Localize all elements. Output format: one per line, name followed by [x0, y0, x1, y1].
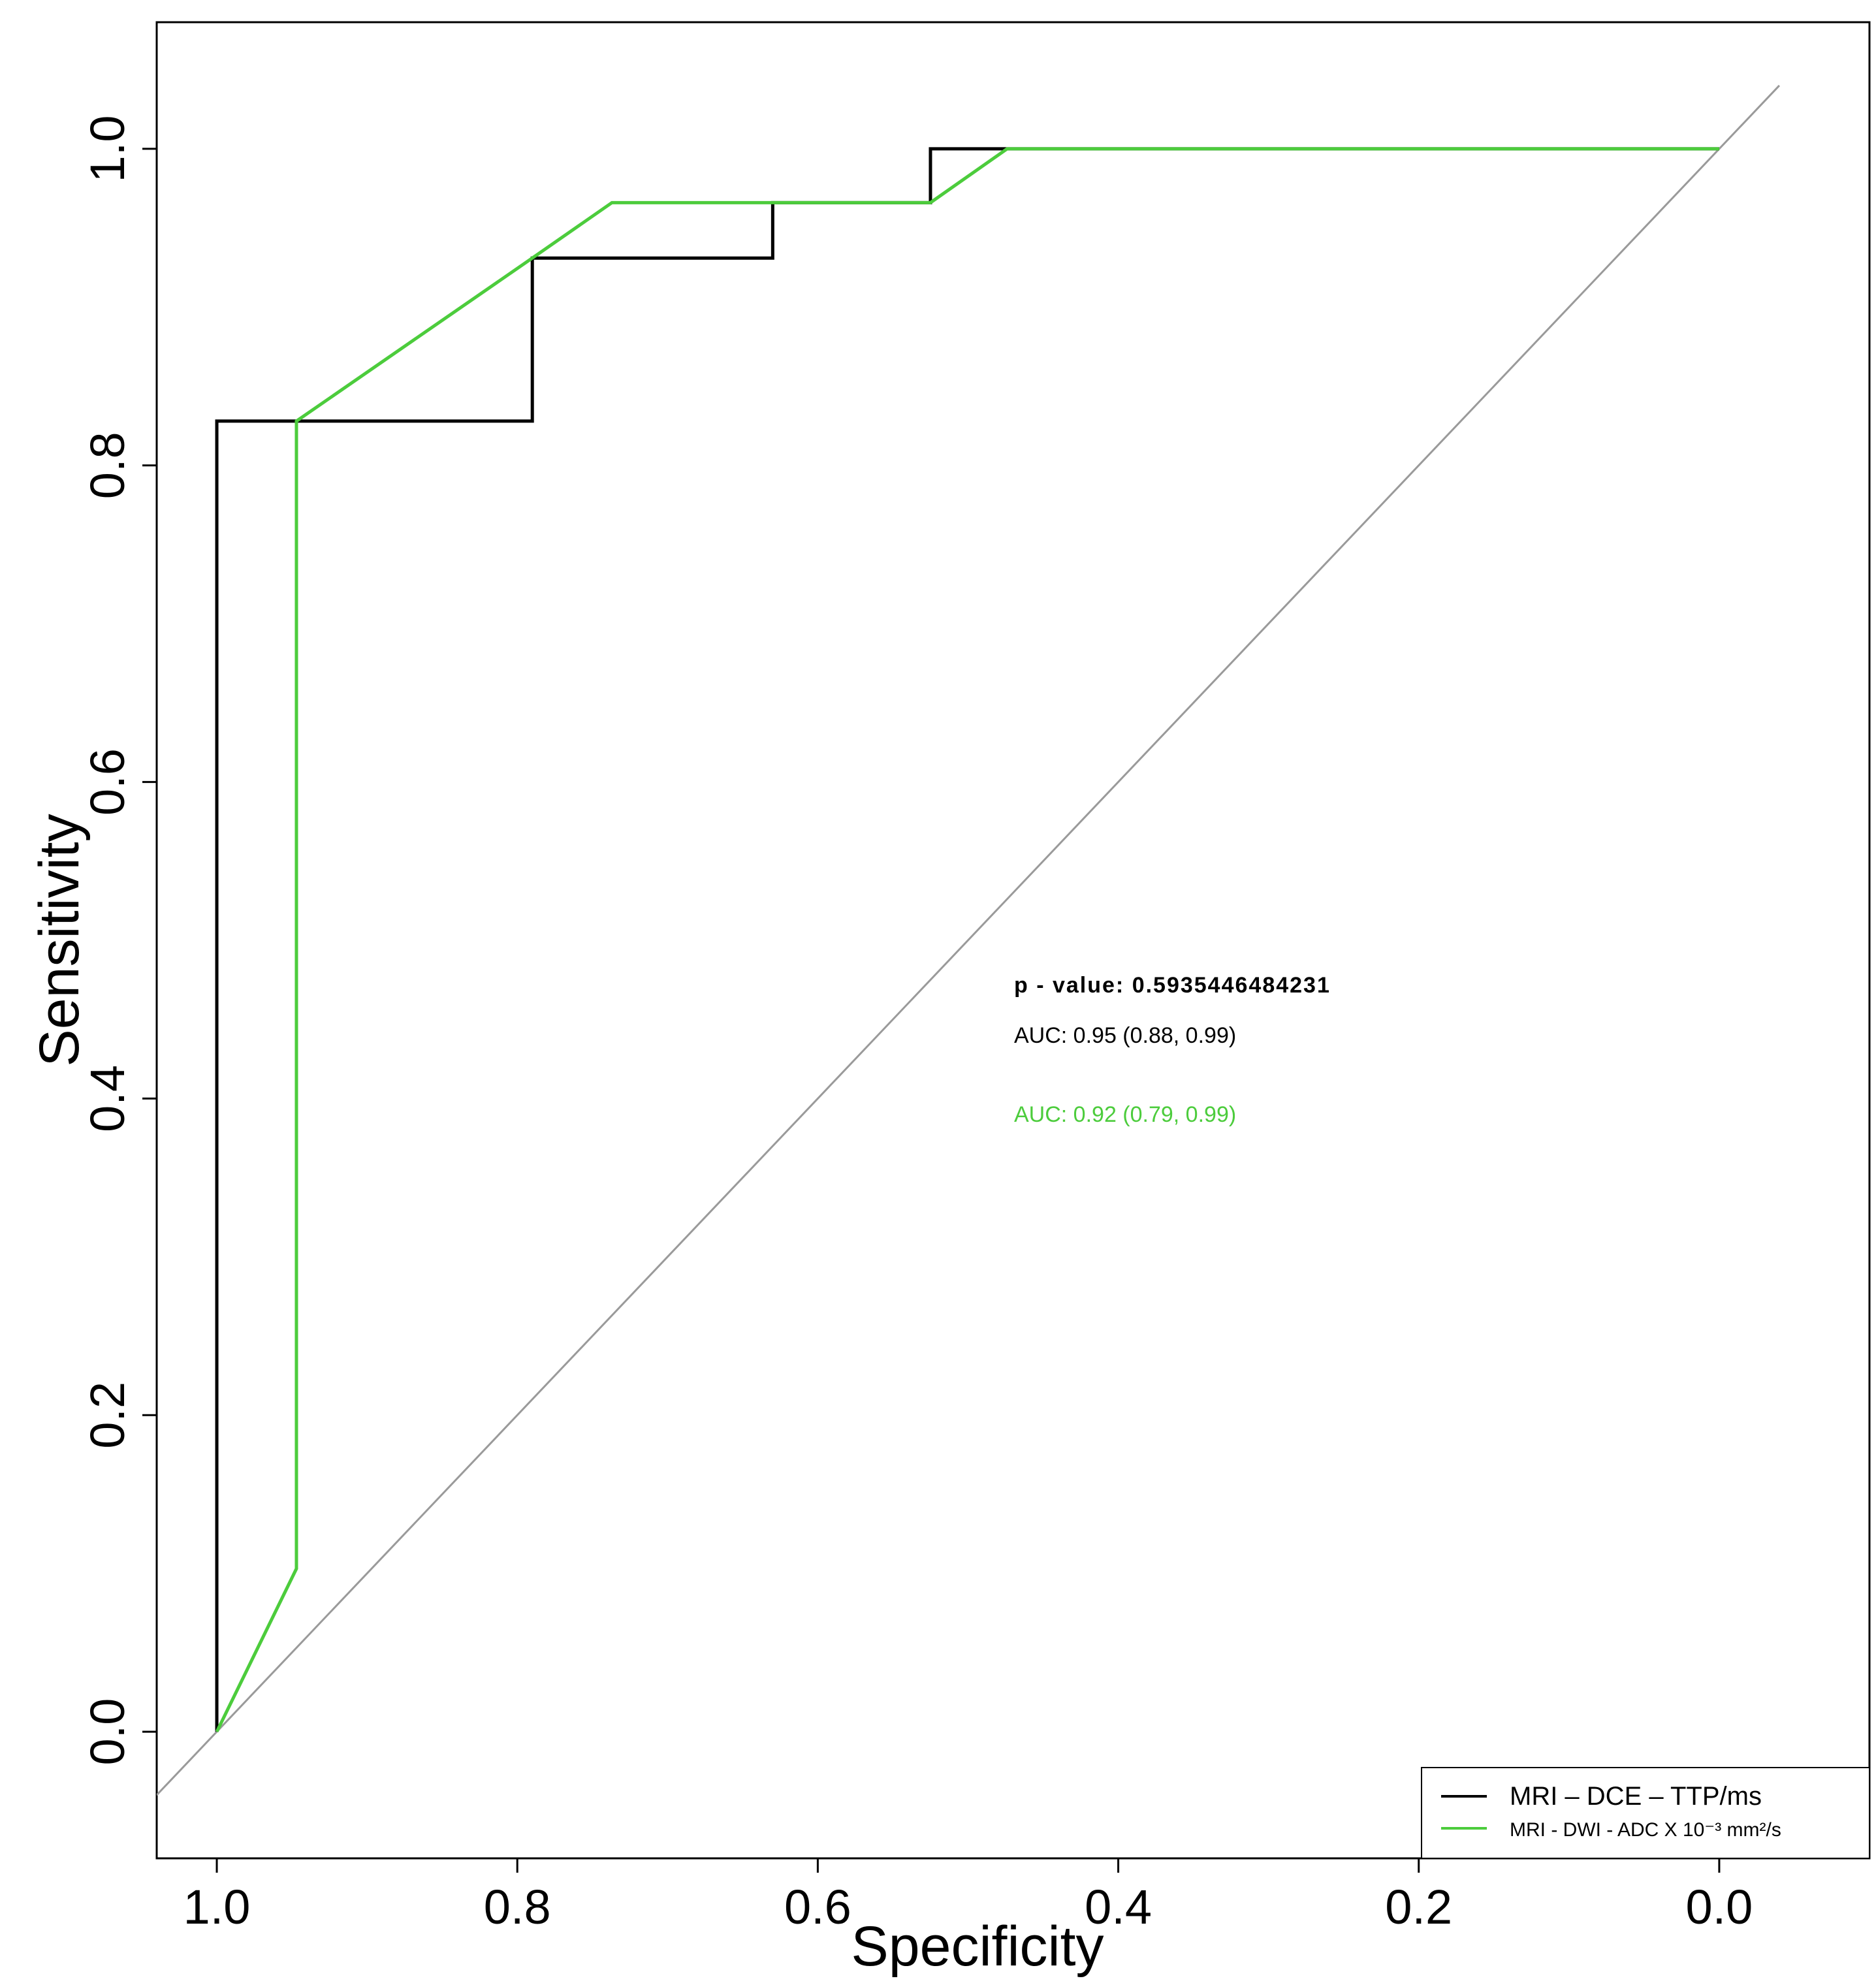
y-tick-label: 0.0	[80, 1698, 135, 1766]
auc-annotation-dwi: AUC: 0.92 (0.79, 0.99)	[1014, 1102, 1236, 1127]
roc-curve-dce-ttp	[215, 147, 1719, 1732]
x-tick-label: 0.0	[1685, 1880, 1753, 1934]
y-tick-label: 0.2	[80, 1382, 135, 1449]
y-tick-label: 1.0	[80, 115, 135, 182]
y-tick-label: 0.8	[80, 432, 135, 499]
y-tick-label: 0.4	[80, 1065, 135, 1132]
legend: MRI – DCE – TTP/ms MRI - DWI - ADC X 10⁻…	[1421, 1767, 1870, 1859]
x-tick-label: 0.6	[784, 1880, 851, 1934]
x-tick-label: 0.4	[1085, 1880, 1152, 1934]
x-tick-label: 0.2	[1385, 1880, 1452, 1934]
x-tick-label: 1.0	[183, 1880, 251, 1934]
reference-layer	[157, 84, 1781, 1796]
x-tick-label: 0.8	[484, 1880, 551, 1934]
series-layer	[215, 147, 1719, 1733]
legend-box	[1421, 1767, 1870, 1859]
reference-diagonal-line	[157, 84, 1781, 1796]
p-value-annotation: p - value: 0.5935446484231	[1014, 973, 1331, 998]
auc-annotation-dce: AUC: 0.95 (0.88, 0.99)	[1014, 1023, 1236, 1048]
legend-label-dwi: MRI - DWI - ADC X 10⁻³ mm²/s	[1510, 1819, 1781, 1841]
y-tick-label: 0.6	[80, 748, 135, 816]
y-axis-title: Sensitivity	[28, 814, 91, 1066]
x-axis-title: Specificity	[851, 1915, 1104, 1978]
legend-label-dce: MRI – DCE – TTP/ms	[1510, 1782, 1762, 1811]
roc-curve-dwi-adc	[215, 147, 1719, 1733]
axis-layer: 1.0 0.8 0.6 0.4 0.2 0.0 0.0 0.2 0.4 0.6 0.8 1.0	[80, 115, 1753, 1934]
plot-frame	[155, 21, 1871, 1860]
